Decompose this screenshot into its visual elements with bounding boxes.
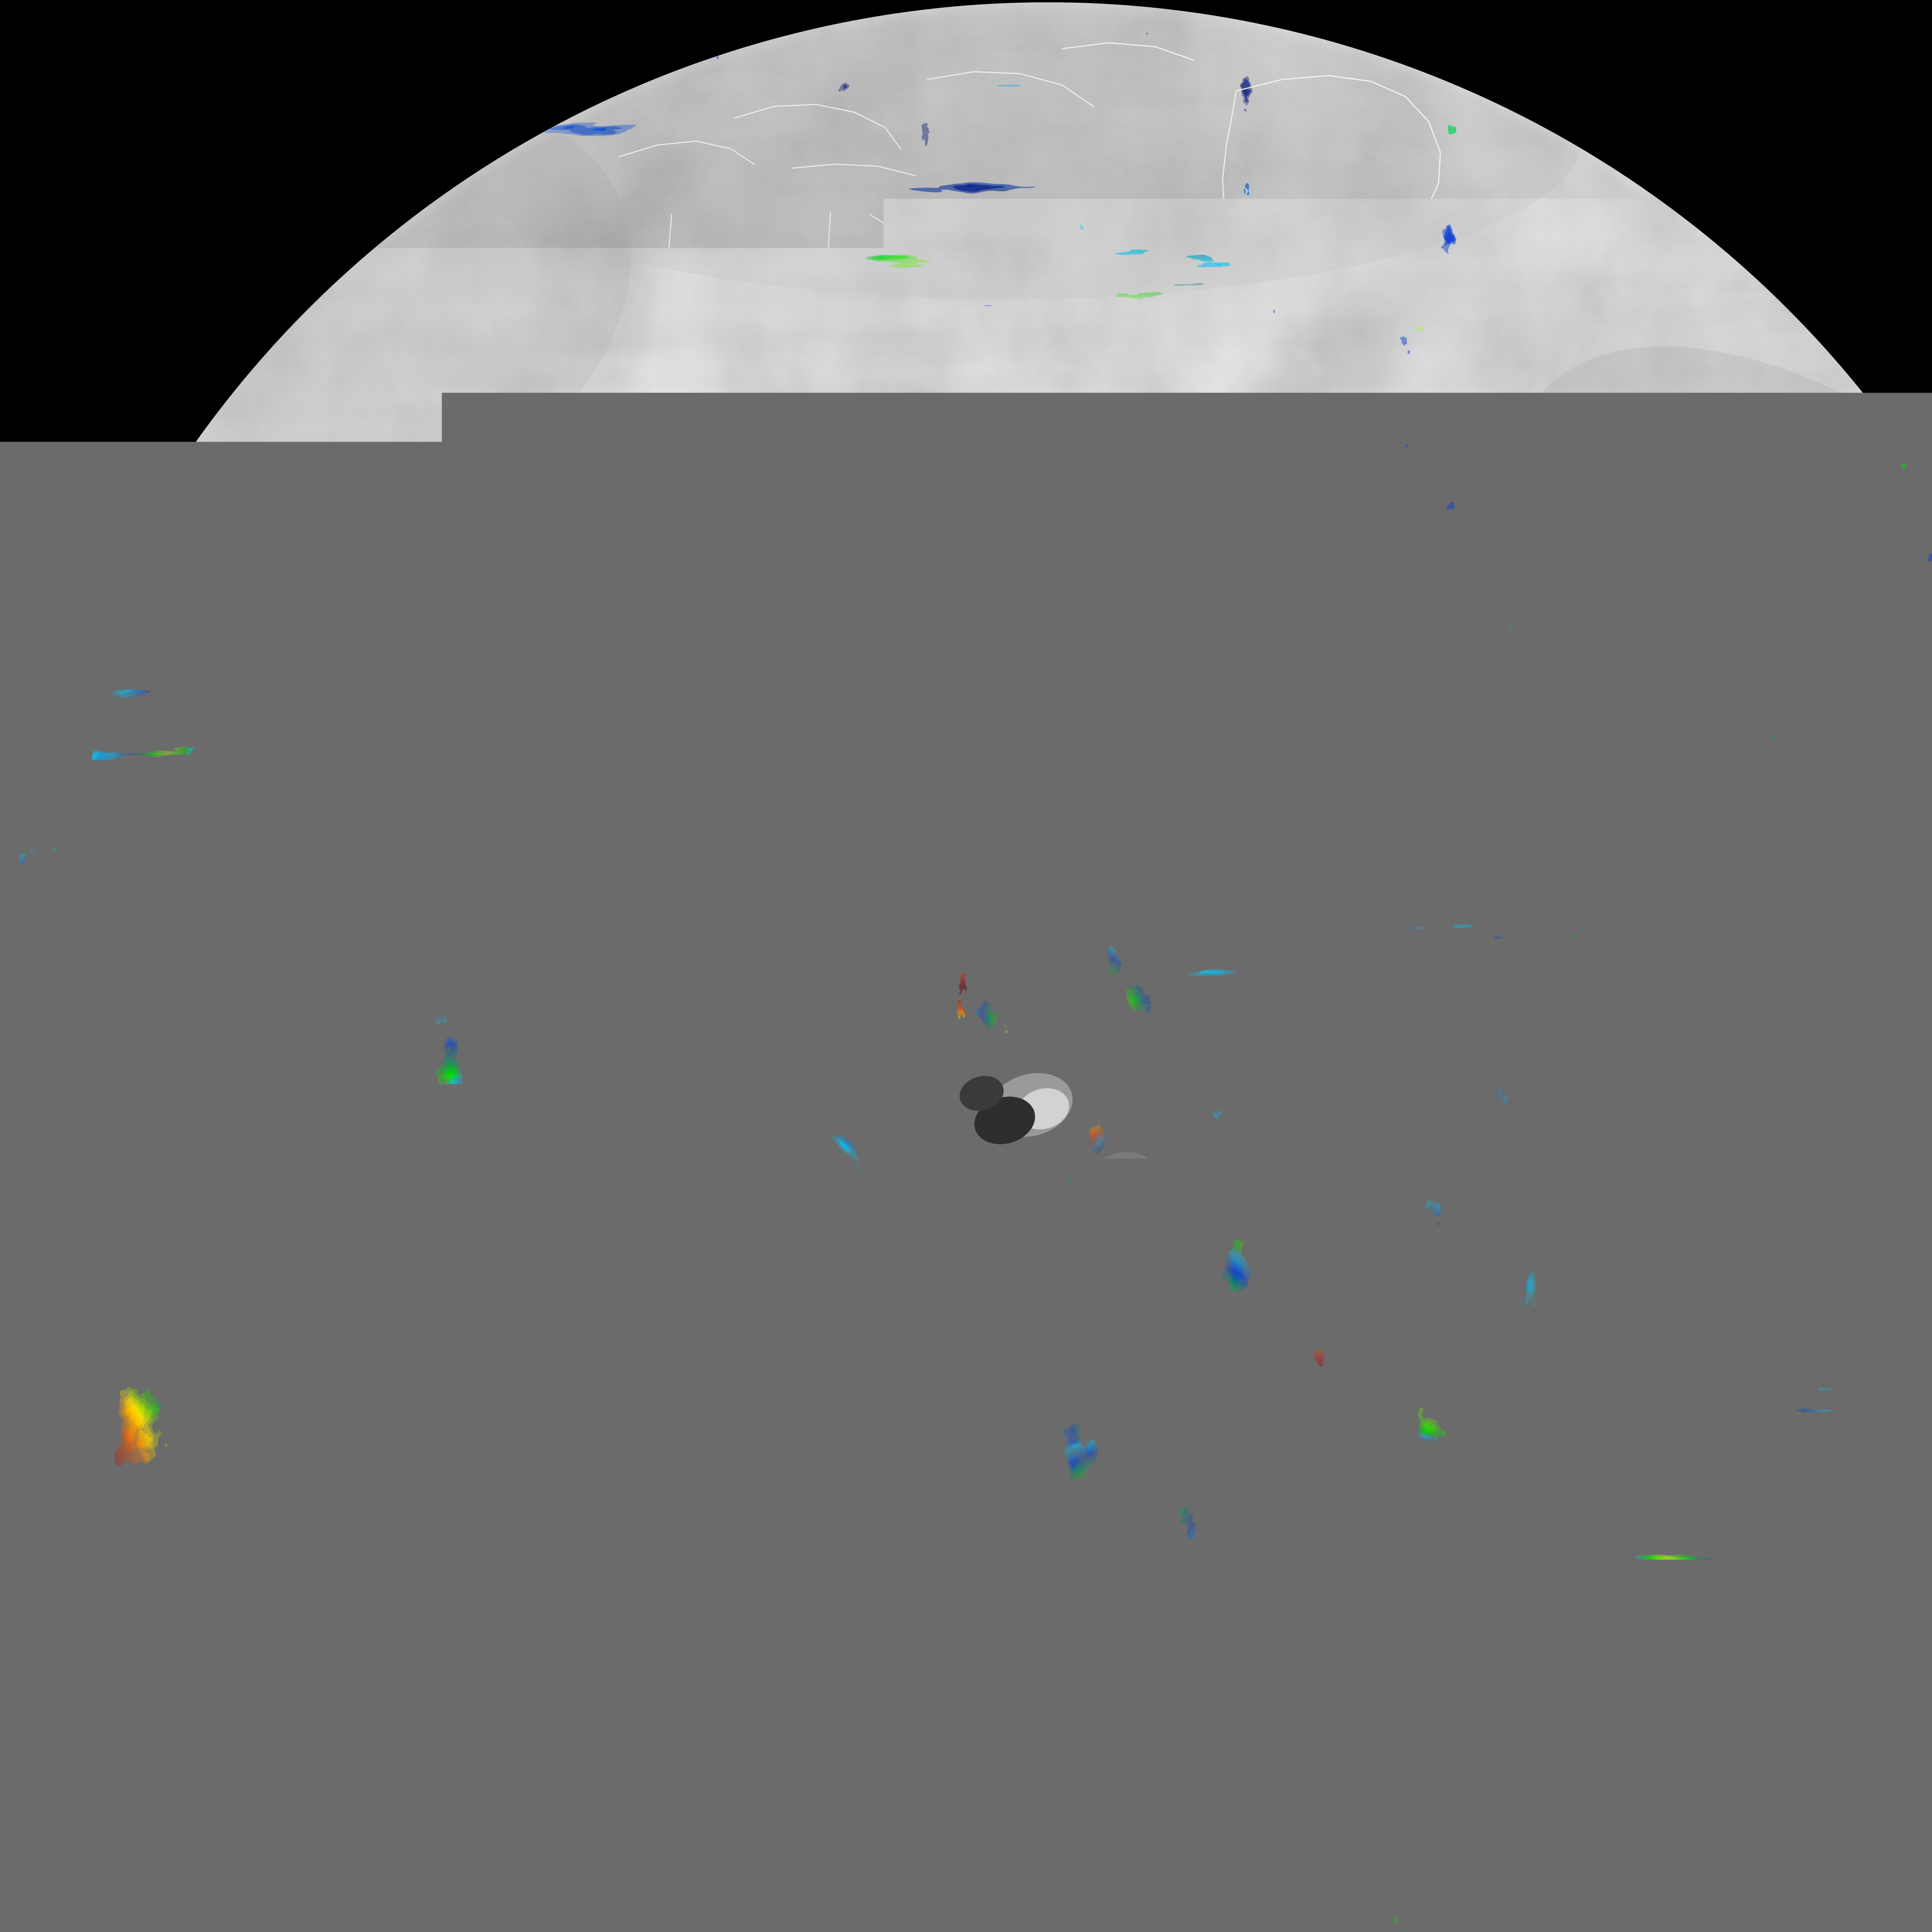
coastline-border-overlay xyxy=(2,2,1932,1932)
earth-full-disk xyxy=(2,2,1932,1932)
satellite-image-canvas: GOES Full Disk Color-Enhanced Infrared xyxy=(0,0,1932,1932)
